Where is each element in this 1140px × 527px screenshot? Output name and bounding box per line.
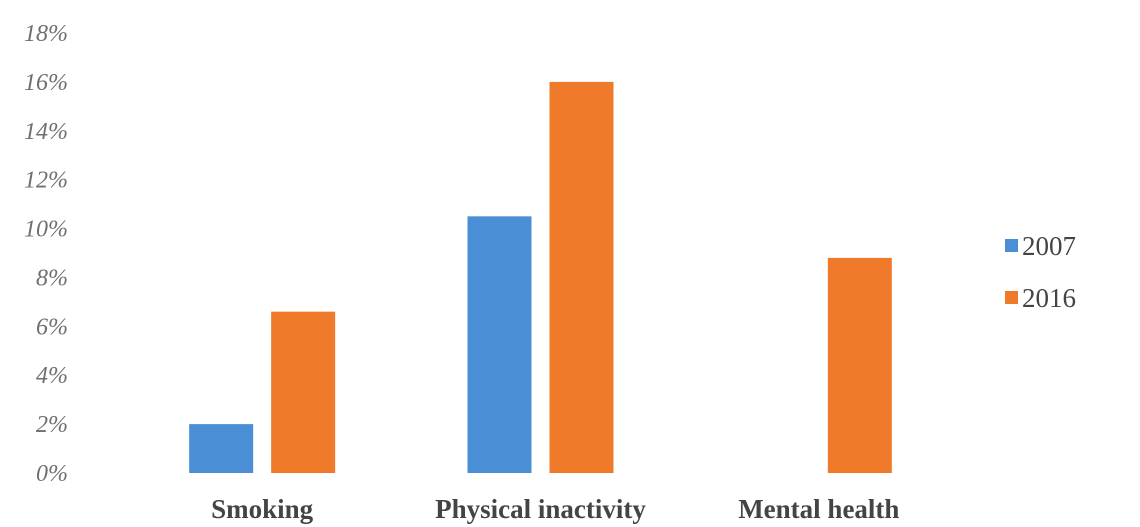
legend-swatch-2016 (1005, 291, 1018, 304)
y-tick-label: 4% (36, 363, 68, 389)
y-tick-label: 6% (36, 314, 68, 340)
y-tick-label: 18% (24, 21, 68, 47)
y-tick-label: 10% (24, 217, 68, 243)
legend-label-2007: 2007 (1022, 231, 1076, 261)
y-tick-label: 14% (24, 119, 68, 145)
x-category-label: Smoking (211, 494, 314, 524)
x-category-label: Physical inactivity (435, 494, 646, 524)
bar-2016-smoking (271, 311, 336, 473)
y-tick-label: 12% (24, 168, 68, 194)
bar-2016-physical-inactivity (549, 81, 614, 473)
bar-2007-smoking (189, 424, 254, 473)
legend-swatch-2007 (1005, 239, 1018, 252)
legend-label-2016: 2016 (1022, 283, 1076, 313)
y-tick-label: 0% (36, 461, 68, 487)
x-category-label: Mental health (738, 494, 899, 524)
bar-2007-physical-inactivity (467, 216, 532, 474)
y-tick-label: 16% (24, 70, 68, 96)
y-tick-label: 2% (36, 412, 68, 438)
bar-2016-mental-health (827, 257, 892, 473)
y-tick-label: 8% (36, 265, 68, 291)
